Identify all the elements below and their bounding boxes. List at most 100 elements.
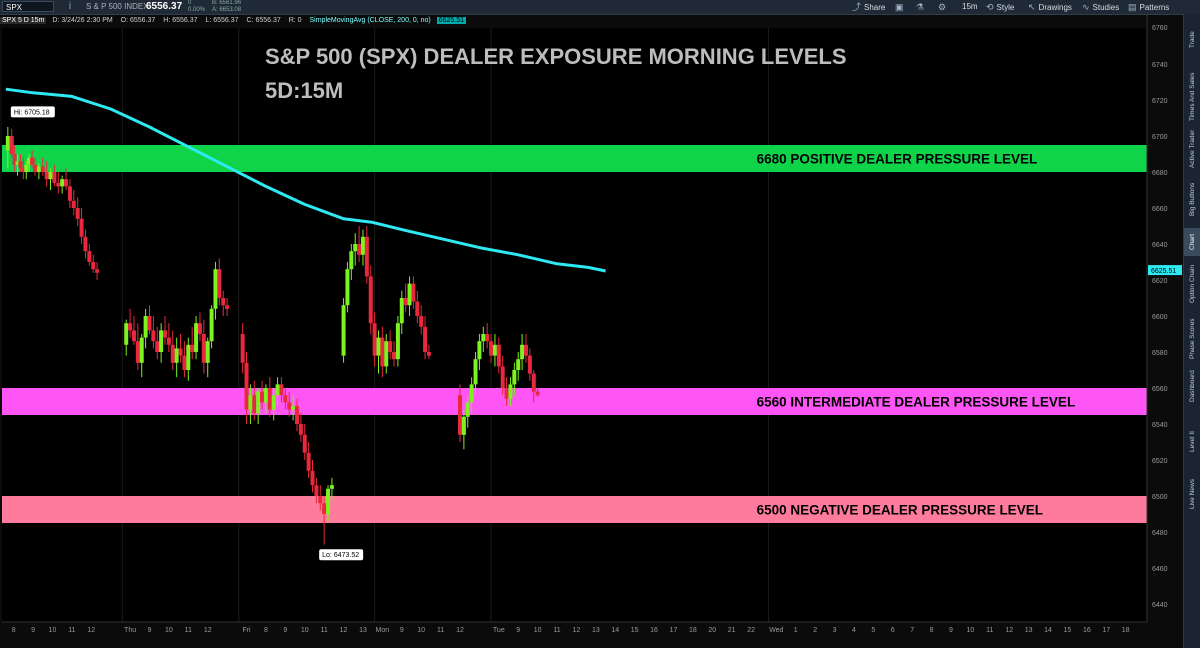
sidebar-tab-phase-scores[interactable]: Phase Scores: [1189, 318, 1196, 360]
candle-body: [75, 208, 80, 219]
candle-body: [131, 330, 136, 342]
candle-body: [477, 341, 482, 360]
x-tick-label: 16: [650, 627, 658, 634]
candle-body: [279, 384, 284, 396]
x-tick-label: 9: [516, 627, 520, 634]
bid-ask: B: 6561.96 A: 6653.08: [212, 0, 242, 13]
annotations: Hi: 6705.18 Lo: 6473.52: [10, 106, 364, 561]
candle-body: [349, 251, 354, 270]
symbol-input[interactable]: SPX: [2, 1, 54, 12]
last-price: 6556.37: [146, 1, 183, 12]
bar-open: O: 6556.37: [120, 17, 156, 24]
candle-body: [21, 168, 26, 172]
candle-body: [516, 359, 521, 370]
candle-body: [318, 496, 323, 504]
timeframe-button[interactable]: 15m: [962, 2, 978, 11]
x-tick-label: 9: [400, 627, 404, 634]
candle-body: [213, 269, 218, 309]
style-button[interactable]: ⟲ Style: [986, 2, 1015, 12]
candle-body: [329, 485, 334, 489]
y-tick-label: 6460: [1152, 566, 1168, 573]
patterns-button[interactable]: ▤ Patterns: [1128, 2, 1170, 12]
candle-body: [95, 269, 100, 273]
candle-body: [52, 172, 57, 183]
drawings-button[interactable]: ↖ Drawings: [1028, 2, 1072, 12]
candle-body: [260, 391, 265, 403]
x-tick-label: 10: [966, 627, 974, 634]
y-tick-label: 6680: [1152, 170, 1168, 177]
candle-body: [496, 344, 501, 367]
x-tick-label: 5: [871, 627, 875, 634]
y-tick-label: 6580: [1152, 350, 1168, 357]
candle-body: [244, 362, 249, 410]
candle-body: [155, 341, 160, 352]
flask-icon: ⚗: [916, 2, 925, 12]
candle-body: [166, 337, 171, 345]
chart-subtitle: 5D:15M: [265, 78, 343, 103]
candle-body: [271, 395, 276, 410]
bar-range: R: 0: [288, 17, 302, 24]
hi-label: Hi: 6705.18: [14, 109, 50, 116]
candle-body: [12, 154, 17, 165]
screenshot-button[interactable]: ▣: [895, 0, 907, 14]
candle-body: [64, 179, 69, 187]
candle-body: [426, 352, 431, 356]
x-tick-label: Mon: [376, 627, 390, 634]
candle-body: [465, 402, 470, 417]
lo-label-box: [319, 549, 364, 561]
info-icon[interactable]: i: [68, 1, 72, 12]
x-tick-label: 7: [910, 627, 914, 634]
candle-body: [291, 406, 296, 410]
level-band: [2, 496, 1147, 523]
y-tick-label: 6540: [1152, 422, 1168, 429]
y-tick-label: 6720: [1152, 98, 1168, 105]
x-tick-label: 11: [437, 627, 444, 634]
candle-body: [143, 316, 148, 338]
x-tick-label: 8: [930, 627, 934, 634]
y-tick-label: 6640: [1152, 242, 1168, 249]
x-tick-label: 14: [611, 627, 619, 634]
flask-button[interactable]: ⚗: [916, 0, 927, 14]
x-tick-label: 9: [148, 627, 152, 634]
share-button[interactable]: ⤴ Share: [852, 2, 886, 12]
candle-body: [283, 395, 288, 403]
candle-body: [380, 337, 385, 367]
sidebar-tab-trade[interactable]: Trade: [1189, 31, 1196, 49]
candle-body: [473, 359, 478, 385]
bar-date: D: 3/24/26 2:30 PM: [52, 17, 113, 24]
candle-body: [190, 344, 195, 352]
sidebar-tab-dashboard[interactable]: Dashboard: [1189, 370, 1196, 402]
studies-button[interactable]: ∿ Studies: [1082, 2, 1120, 12]
sidebar-tab-option-chain[interactable]: Option Chain: [1189, 265, 1196, 303]
sidebar-tab-times-and-sales[interactable]: Times And Sales: [1189, 72, 1196, 122]
candle-body: [372, 323, 377, 356]
level-label: 6500 NEGATIVE DEALER PRESSURE LEVEL: [757, 503, 1043, 518]
candle-body: [357, 244, 362, 255]
chart-label: SPX 5 D 15m: [0, 17, 47, 24]
x-tick-label: 13: [359, 627, 367, 634]
study-name[interactable]: SimpleMovingAvg (CLOSE, 200, 0, no): [309, 17, 431, 24]
sidebar-tab-chart[interactable]: Chart: [1184, 228, 1200, 256]
x-tick-label: 12: [573, 627, 581, 634]
candle-body: [415, 301, 420, 316]
candle-body: [287, 402, 292, 410]
bar-high: H: 6556.37: [163, 17, 198, 24]
sidebar-tab-live-news[interactable]: Live News: [1189, 479, 1196, 509]
sidebar-tab-level-ii[interactable]: Level II: [1189, 431, 1196, 453]
x-tick-label: Fri: [242, 627, 251, 634]
x-axis-background: [0, 622, 1147, 648]
candle-body: [520, 344, 525, 360]
bar-low: L: 6556.37: [205, 17, 239, 24]
candle-body: [40, 166, 45, 172]
x-tick-label: 18: [1122, 627, 1130, 634]
candle-body: [294, 406, 299, 424]
candle-body: [256, 391, 261, 414]
level-label: 6680 POSITIVE DEALER PRESSURE LEVEL: [757, 152, 1038, 167]
settings-button[interactable]: ⚙: [938, 0, 949, 14]
candle-body: [364, 236, 369, 277]
y-tick-label: 6700: [1152, 134, 1168, 141]
sidebar-tab-active-trader[interactable]: Active Trader: [1189, 129, 1196, 169]
sidebar-tab-big-buttons[interactable]: Big Buttons: [1189, 182, 1196, 216]
x-tick-label: 16: [1083, 627, 1091, 634]
